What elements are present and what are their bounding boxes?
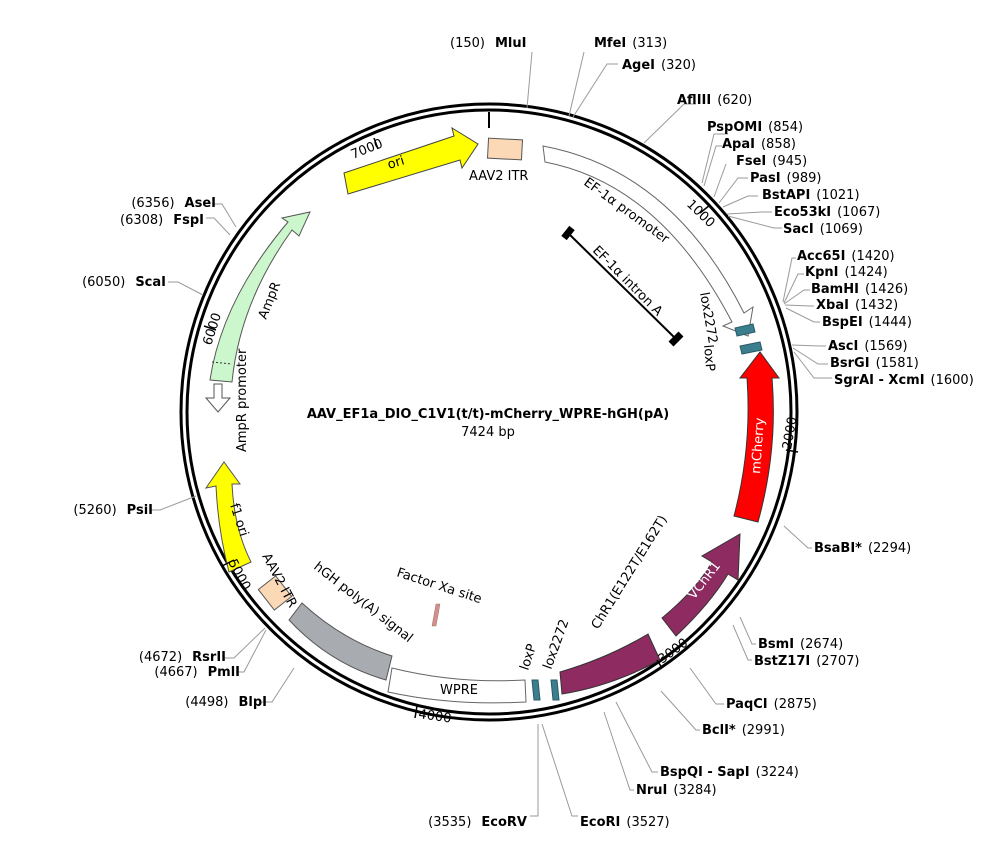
feature-mcherry-shape bbox=[733, 351, 780, 523]
feature-wpre-shape bbox=[387, 667, 527, 704]
ampr-promoter-overlap-mark bbox=[211, 361, 233, 365]
site-asci: AscI (1569) bbox=[828, 339, 908, 354]
site-afliii: AflIII (620) bbox=[677, 93, 752, 108]
site-rsrii: (4672) RsrII bbox=[139, 650, 226, 665]
site-labels: (150) MluI MfeI (313) AgeI (320) AflIII (620… bbox=[73, 36, 973, 830]
feature-ampr-promoter-label: AmpR promoter bbox=[235, 348, 250, 452]
tick-4000: 4000 bbox=[417, 707, 452, 726]
site-scai: (6050) ScaI bbox=[82, 275, 166, 290]
site-bspqi-sapi: BspQI - SapI (3224) bbox=[660, 765, 799, 780]
feature-mcherry-label: mCherry bbox=[749, 417, 768, 474]
plasmid-size: 7424 bp bbox=[461, 425, 515, 440]
site-paqci: PaqCI (2875) bbox=[726, 697, 817, 712]
site-eco53ki: Eco53kI (1067) bbox=[774, 205, 880, 220]
feature-ef1a-intron-label: EF-1α intron A bbox=[589, 243, 665, 319]
site-sgrai-xcmi: SgrAI - XcmI (1600) bbox=[834, 373, 974, 388]
feature-ef1a-intron-shape bbox=[561, 225, 684, 347]
site-asei: (6356) AseI bbox=[131, 196, 216, 211]
site-mlui: (150) MluI bbox=[450, 36, 526, 51]
feature-aav2-itr-left-label: AAV2 ITR bbox=[469, 169, 528, 184]
tick-2000: 2000 bbox=[780, 415, 801, 450]
feature-ampr-label: AmpR bbox=[256, 280, 284, 322]
feature-lox2272-a-shape bbox=[734, 323, 756, 337]
feature-aav2-itr-left-shape bbox=[486, 137, 524, 161]
site-bamhi: BamHI (1426) bbox=[811, 282, 908, 297]
site-apai: ApaI (858) bbox=[722, 137, 796, 152]
feature-chr1-label: ChR1(E122T/E162T) bbox=[589, 513, 671, 632]
feature-vchr1-shape bbox=[661, 533, 741, 637]
feature-ori-label: ori bbox=[386, 154, 407, 173]
feature-lox2272-a-label: lox2272 bbox=[696, 291, 720, 345]
site-saci: SacI (1069) bbox=[783, 222, 863, 237]
site-agei: AgeI (320) bbox=[622, 58, 696, 73]
site-bsmi: BsmI (2674) bbox=[758, 637, 843, 652]
feature-ori-shape bbox=[343, 126, 479, 195]
site-bstapi: BstAPI (1021) bbox=[762, 188, 860, 203]
feature-ampr-shape bbox=[209, 211, 311, 383]
feature-lox2272-b-label: lox2272 bbox=[541, 617, 573, 671]
site-psii: (5260) PsiI bbox=[73, 503, 153, 518]
site-bstz17i: BstZ17I (2707) bbox=[754, 654, 859, 669]
site-fspi: (6308) FspI bbox=[120, 213, 204, 228]
site-kpni: KpnI (1424) bbox=[805, 265, 888, 280]
tick-1000: 1000 bbox=[683, 197, 717, 231]
feature-factor-xa-shape bbox=[431, 603, 441, 627]
site-mfei: MfeI (313) bbox=[594, 36, 667, 51]
backbone-inner-ring bbox=[185, 108, 793, 716]
site-leader-lines bbox=[150, 51, 832, 817]
feature-wpre-label: WPRE bbox=[440, 683, 478, 698]
feature-loxp-a-shape bbox=[739, 341, 763, 355]
feature-factor-xa-label: Factor Xa site bbox=[395, 566, 484, 608]
site-bspei: BspEI (1444) bbox=[822, 315, 912, 330]
feature-f1-ori-shape bbox=[204, 461, 252, 573]
site-pmli: (4667) PmlI bbox=[154, 665, 240, 680]
feature-chr1-shape bbox=[559, 633, 661, 695]
site-bsabi: BsaBI* (2294) bbox=[814, 541, 911, 556]
site-blpi: (4498) BlpI bbox=[185, 695, 267, 710]
site-bsrgi: BsrGI (1581) bbox=[830, 356, 919, 371]
backbone-outer-ring bbox=[179, 102, 799, 722]
plasmid-name: AAV_EF1a_DIO_C1V1(t/t)-mCherry_WPRE-hGH(… bbox=[307, 407, 669, 422]
feature-loxp-b-shape bbox=[531, 679, 541, 701]
site-xbai: XbaI (1432) bbox=[816, 298, 898, 313]
site-nrui: NruI (3284) bbox=[636, 783, 717, 798]
site-fsei: FseI (945) bbox=[736, 154, 807, 169]
site-bcli: BclI* (2991) bbox=[702, 723, 785, 738]
feature-loxp-a-label: loxP bbox=[700, 344, 717, 372]
site-ecori: EcoRI (3527) bbox=[580, 815, 670, 830]
site-acc65i: Acc65I (1420) bbox=[797, 249, 895, 264]
feature-hgh-polya-shape bbox=[288, 602, 393, 681]
site-ecorv: (3535) EcoRV bbox=[428, 815, 527, 830]
site-pasi: PasI (989) bbox=[750, 171, 822, 186]
feature-lox2272-b-shape bbox=[550, 679, 560, 701]
feature-aav2-itr-right-shape bbox=[257, 575, 293, 611]
feature-loxp-b-label: loxP bbox=[518, 642, 541, 672]
feature-ampr-promoter-shape bbox=[204, 383, 232, 413]
site-pspomi: PspOMI (854) bbox=[707, 120, 803, 135]
